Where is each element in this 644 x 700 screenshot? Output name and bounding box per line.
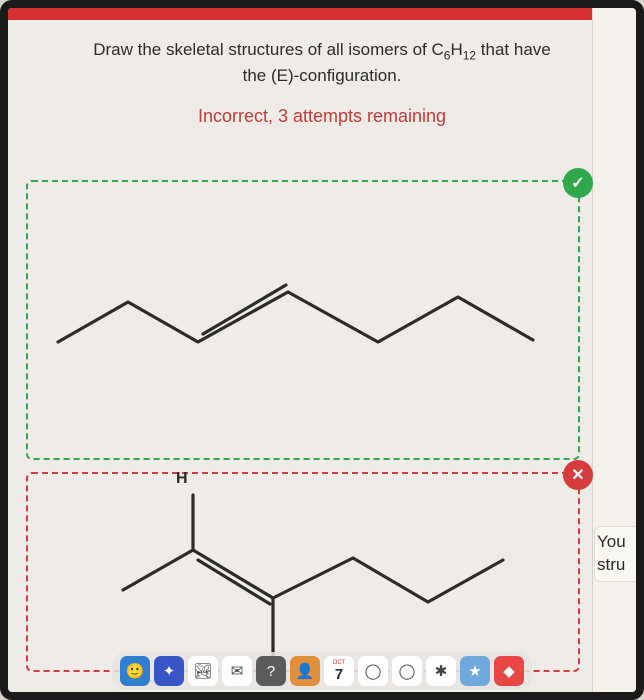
hint-line1: You xyxy=(597,531,636,554)
dock-item-app[interactable]: ◆ xyxy=(494,656,524,686)
dock-item-help[interactable]: ? xyxy=(256,656,286,686)
question-line1-post: that have xyxy=(476,40,551,59)
molecule-correct xyxy=(38,192,558,452)
question-line1-pre: Draw the skeletal structures of all isom… xyxy=(93,40,444,59)
question-line2: the (E)-configuration. xyxy=(243,66,402,85)
hint-panel: You stru xyxy=(594,526,638,582)
dock-item-photos[interactable]: 🏞 xyxy=(188,656,218,686)
answer-box-wrong[interactable]: ✕ H ⌄ xyxy=(26,472,580,672)
dock-item-chrome[interactable]: ◯ xyxy=(358,656,388,686)
close-icon: ✕ xyxy=(563,460,593,490)
question-mid: H xyxy=(450,40,462,59)
dock-item-mail[interactable]: ✉ xyxy=(222,656,252,686)
dock-item-spotlight[interactable]: ✦ xyxy=(154,656,184,686)
check-icon: ✓ xyxy=(563,168,593,198)
question-text: Draw the skeletal structures of all isom… xyxy=(8,38,636,88)
screen-frame: Draw the skeletal structures of all isom… xyxy=(0,0,644,700)
dock-item-chrome2[interactable]: ◯ xyxy=(392,656,422,686)
attempt-status: Incorrect, 3 attempts remaining xyxy=(8,106,636,127)
dock-item-contacts[interactable]: 👤 xyxy=(290,656,320,686)
hint-line2: stru xyxy=(597,554,636,577)
dock-item-finder[interactable]: 🙂 xyxy=(120,656,150,686)
molecule-wrong xyxy=(38,480,558,680)
content-area: Draw the skeletal structures of all isom… xyxy=(8,20,636,692)
answer-box-correct[interactable]: ✓ xyxy=(26,180,580,460)
app-header-bar xyxy=(8,8,636,20)
question-sub2: 12 xyxy=(463,48,476,62)
macos-dock: 🙂✦🏞✉?👤OCT7◯◯✱★◆ xyxy=(112,652,532,690)
dock-item-slack[interactable]: ✱ xyxy=(426,656,456,686)
dock-item-star[interactable]: ★ xyxy=(460,656,490,686)
dock-item-calendar[interactable]: OCT7 xyxy=(324,656,354,686)
